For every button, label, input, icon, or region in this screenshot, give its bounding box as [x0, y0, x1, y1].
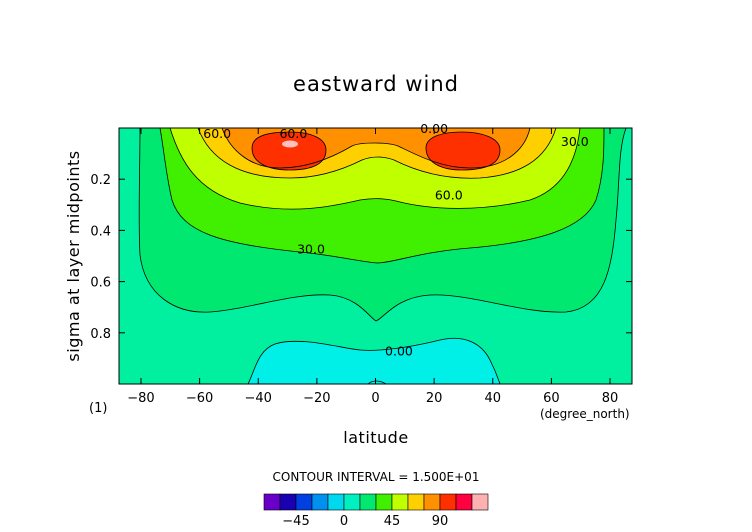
colorbar: −45 0 45 90: [263, 493, 489, 529]
x-tick-label: −80: [127, 391, 154, 406]
colorbar-tick-label: 90: [432, 514, 449, 529]
x-tick-label: −40: [245, 391, 272, 406]
x-tick-label: 0: [371, 391, 379, 406]
field-jet-sh: [252, 132, 326, 170]
contour-interval-label: CONTOUR INTERVAL = 1.500E+01: [273, 470, 480, 484]
field-jet-nh: [426, 132, 500, 170]
contour-label: 60.0: [279, 126, 307, 141]
colorbar-tick-label: 0: [340, 514, 348, 529]
y-tick-label: 0.6: [90, 276, 111, 291]
colorbar-swatch: [407, 493, 425, 511]
colorbar-swatch: [359, 493, 377, 511]
field-band-0-15-left-edge: [119, 128, 632, 384]
x-tick-label: 80: [602, 391, 619, 406]
plot-area: [119, 128, 632, 384]
y-axis-label: sigma at layer midpoints: [64, 150, 83, 361]
colorbar-swatch: [311, 493, 329, 511]
contour-label: 0.00: [385, 344, 413, 359]
colorbar-swatch: [343, 493, 361, 511]
x-axis: −80 −60 −40 −20 0 20 40 60 80: [127, 128, 618, 406]
chart-title: eastward wind: [293, 72, 459, 96]
y-axis: 0.2 0.4 0.6 0.8: [90, 173, 632, 342]
y-tick-label: 0.2: [90, 173, 111, 188]
x-tick-label: 60: [543, 391, 560, 406]
contour-lines: [138, 128, 627, 384]
x-tick-label: 40: [484, 391, 501, 406]
field-band-neg: [248, 338, 500, 384]
x-tick-label: −60: [186, 391, 213, 406]
y-unit-label: (1): [89, 401, 107, 416]
colorbar-swatch: [455, 493, 473, 511]
colorbar-swatch: [375, 493, 393, 511]
colorbar-swatch: [439, 493, 457, 511]
contour-label: 30.0: [297, 241, 325, 256]
x-axis-label: latitude: [343, 428, 408, 447]
contour-label: 60.0: [435, 188, 463, 203]
x-tick-label: −20: [303, 391, 330, 406]
colorbar-swatch: [263, 493, 281, 511]
x-unit-label: (degree_north): [540, 407, 630, 421]
colorbar-swatch: [279, 493, 297, 511]
y-tick-label: 0.4: [90, 224, 111, 239]
colorbar-swatch: [327, 493, 345, 511]
x-tick-label: 20: [426, 391, 443, 406]
colorbar-swatch: [391, 493, 409, 511]
colorbar-swatch: [295, 493, 313, 511]
field-jet-core: [282, 140, 298, 148]
y-tick-label: 0.8: [90, 327, 111, 342]
contour-label: 30.0: [561, 134, 589, 149]
colorbar-tick-label: −45: [282, 514, 309, 529]
colorbar-swatch: [471, 493, 489, 511]
colorbar-swatch: [423, 493, 441, 511]
contour-label: 60.0: [203, 126, 231, 141]
colorbar-tick-label: 45: [384, 514, 401, 529]
